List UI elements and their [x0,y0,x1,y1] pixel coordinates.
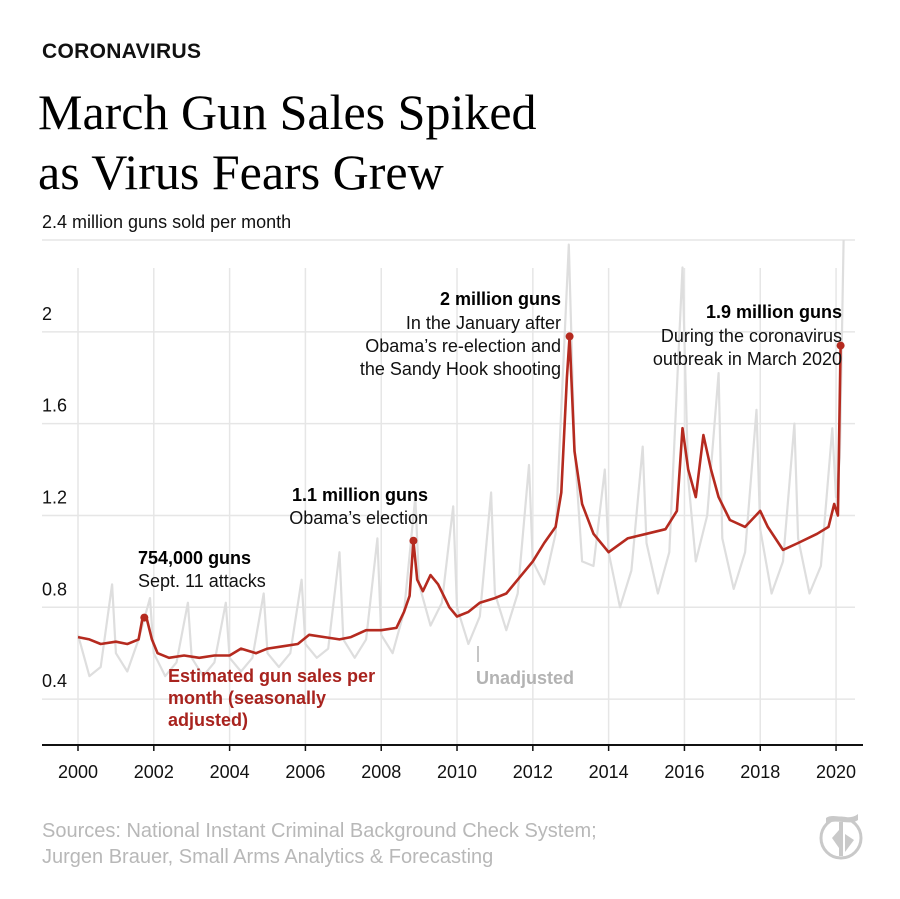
series-label-adjusted-1: month (seasonally [168,688,326,708]
annotation-dot-2 [565,332,574,341]
annotation-title-0: 754,000 guns [138,548,251,568]
annotation-text-3-0: During the coronavirus [661,326,842,346]
headline: March Gun Sales Spiked as Virus Fears Gr… [38,82,858,202]
x-tick-label-6: 2012 [513,762,553,782]
annotation-text-1: Obama’s election [289,508,428,528]
source-line-1: Sources: National Instant Criminal Backg… [42,820,597,842]
nyt-logo-icon [819,814,863,860]
series-line-unadjusted [76,239,845,678]
series-label-adjusted-2: adjusted) [168,710,248,730]
annotation-title-2: 2 million guns [440,289,561,309]
series-line-adjusted [77,335,842,660]
series-label-unadjusted: Unadjusted [476,668,574,688]
x-tick-label-4: 2008 [361,762,401,782]
x-tick-label-1: 2002 [134,762,174,782]
annotation-text-2-2: the Sandy Hook shooting [360,359,561,379]
kicker: CORONAVIRUS [42,40,202,63]
annotation-title-1: 1.1 million guns [292,485,428,505]
x-tick-label-5: 2010 [437,762,477,782]
x-tick-label-3: 2006 [285,762,325,782]
source-note: Sources: National Instant Criminal Backg… [42,818,597,870]
annotation-text-3-1: outbreak in March 2020 [653,349,842,369]
headline-line-2: as Virus Fears Grew [38,144,444,200]
x-tick-label-2: 2004 [210,762,250,782]
y-tick-label-4: 0.8 [42,579,67,599]
series-label-adjusted-0: Estimated gun sales per [168,666,375,686]
annotation-text-2-1: Obama’s re-election and [365,336,561,356]
y-tick-label-2: 1.6 [42,396,67,416]
x-tick-label-7: 2014 [589,762,629,782]
annotation-dot-1 [409,536,418,545]
headline-line-1: March Gun Sales Spiked [38,84,537,140]
x-tick-label-10: 2020 [816,762,856,782]
x-tick-label-0: 2000 [58,762,98,782]
annotation-dot-3 [836,341,845,350]
y-tick-label-5: 0.4 [42,671,67,691]
x-tick-label-8: 2016 [664,762,704,782]
annotation-text-2-0: In the January after [406,313,561,333]
y-tick-label-0: 2.4 million guns sold per month [42,212,291,232]
y-tick-label-3: 1.2 [42,487,67,507]
annotation-dot-0 [140,613,149,622]
annotation-title-3: 1.9 million guns [706,302,842,322]
annotation-text-0: Sept. 11 attacks [138,571,266,591]
y-tick-label-1: 2 [42,304,52,324]
x-tick-label-9: 2018 [740,762,780,782]
source-line-2: Jurgen Brauer, Small Arms Analytics & Fo… [42,846,494,868]
